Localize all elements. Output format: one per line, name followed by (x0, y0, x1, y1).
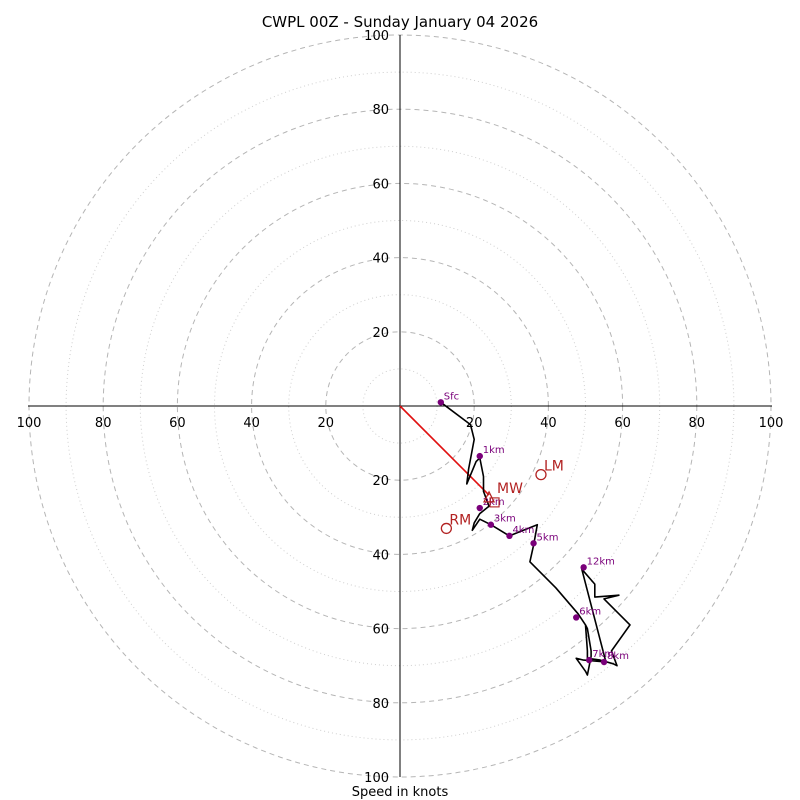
height-point-12km (580, 564, 587, 571)
storm-marker-rm (440, 522, 453, 535)
storm-marker-lm (535, 468, 547, 481)
height-point-6km (573, 614, 580, 621)
tick-label-right-60: 60 (614, 416, 631, 431)
height-label-5km: 5km (537, 532, 559, 543)
height-point-4km (506, 532, 513, 540)
x-axis-label: Speed in knots (352, 785, 449, 800)
wind-trace (440, 401, 631, 676)
tick-label-top-100: 100 (364, 29, 389, 44)
tick-label-right-40: 40 (540, 416, 557, 431)
storm-label-mw: MW (497, 481, 523, 497)
storm-vector-group (399, 405, 490, 496)
tick-label-top-60: 60 (372, 177, 389, 192)
height-label-1km: 1km (483, 445, 505, 456)
height-point-8km (600, 658, 608, 666)
height-point-7km (586, 656, 593, 664)
tick-label-bottom-60: 60 (372, 623, 389, 638)
height-label-8km: 8km (607, 651, 629, 662)
tick-label-left-80: 80 (95, 416, 112, 431)
tick-label-bottom-80: 80 (372, 697, 389, 712)
storm-box-mw (489, 497, 500, 508)
tick-label-right-20: 20 (466, 416, 483, 431)
height-label-12km: 12km (587, 556, 615, 567)
tick-label-right-80: 80 (689, 416, 706, 431)
tick-label-left-20: 20 (318, 416, 335, 431)
tick-label-right-100: 100 (759, 416, 784, 431)
storm-label-lm: LM (544, 459, 564, 475)
height-label-6km: 6km (579, 606, 601, 617)
storm-motions: LM MW RM (440, 459, 564, 535)
height-point-1km (476, 452, 483, 460)
tick-label-left-100: 100 (17, 416, 42, 431)
tick-label-left-60: 60 (169, 416, 186, 431)
tick-label-bottom-100: 100 (364, 771, 389, 786)
height-point-3km (487, 521, 495, 528)
height-label-sfc: Sfc (444, 391, 459, 402)
height-label-3km: 3km (494, 514, 516, 525)
tick-label-bottom-20: 20 (372, 474, 389, 489)
storm-marker-mw (482, 490, 496, 503)
height-point-sfc (437, 399, 445, 406)
height-point-2km (476, 504, 483, 512)
axis-ticks: 20 20 20 20 40 40 40 40 60 60 60 60 80 80 80 80 100 100 10… (17, 29, 784, 786)
chart-title: CWPL 00Z - Sunday January 04 2026 (262, 13, 538, 31)
tick-label-top-20: 20 (372, 326, 389, 341)
tick-label-left-40: 40 (243, 416, 260, 431)
height-point-5km (530, 540, 537, 547)
tick-label-bottom-40: 40 (372, 548, 389, 563)
storm-label-rm: RM (449, 512, 471, 528)
hodograph-trace-line (440, 401, 631, 676)
tick-label-top-40: 40 (372, 252, 389, 267)
tick-label-top-80: 80 (372, 103, 389, 118)
height-label-4km: 4km (512, 525, 534, 536)
storm-motion-vector (399, 405, 490, 496)
height-label-7km: 7km (592, 649, 614, 660)
